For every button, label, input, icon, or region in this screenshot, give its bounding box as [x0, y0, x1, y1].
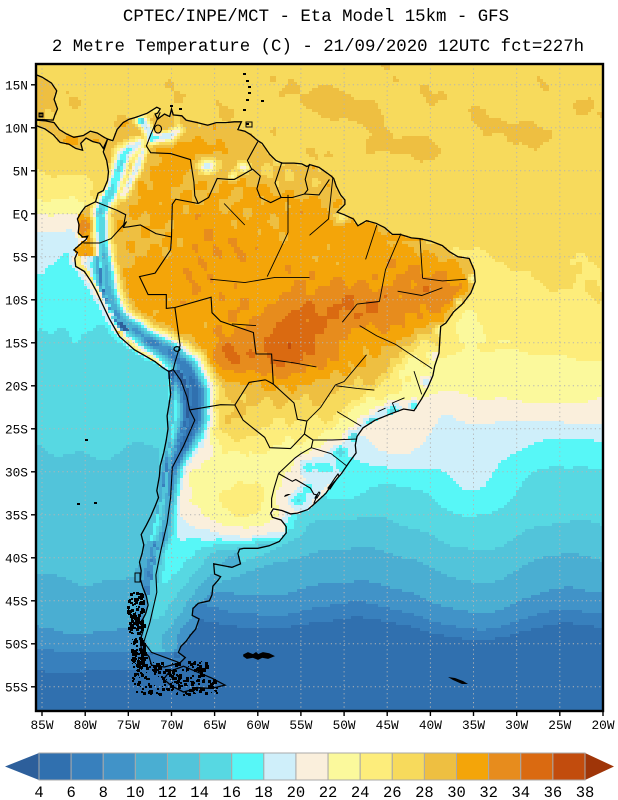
svg-text:45S: 45S: [5, 594, 28, 609]
svg-text:CPTEC/INPE/MCT - Eta Model 1: CPTEC/INPE/MCT - Eta Model 15km - GFS: [123, 8, 509, 27]
svg-text:22: 22: [319, 784, 338, 800]
svg-text:2 Metre Temperature (C) - 21/0: 2 Metre Temperature (C) - 21/09/2020 12U…: [52, 38, 584, 57]
svg-text:24: 24: [351, 784, 370, 800]
svg-text:55W: 55W: [289, 718, 312, 733]
svg-text:30: 30: [447, 784, 466, 800]
svg-text:30W: 30W: [505, 718, 528, 733]
svg-text:28: 28: [415, 784, 434, 800]
svg-text:18: 18: [255, 784, 274, 800]
svg-text:35S: 35S: [5, 508, 28, 523]
svg-text:55S: 55S: [5, 680, 28, 695]
svg-text:50W: 50W: [333, 718, 356, 733]
svg-text:40W: 40W: [419, 718, 442, 733]
svg-text:38: 38: [576, 784, 595, 800]
svg-text:40S: 40S: [5, 551, 28, 566]
svg-text:34: 34: [511, 784, 530, 800]
svg-text:85W: 85W: [30, 718, 53, 733]
svg-text:12: 12: [158, 784, 177, 800]
svg-text:20W: 20W: [591, 718, 614, 733]
svg-text:50S: 50S: [5, 637, 28, 652]
svg-text:80W: 80W: [74, 718, 97, 733]
svg-text:10: 10: [126, 784, 145, 800]
svg-text:6: 6: [66, 784, 75, 800]
svg-text:10N: 10N: [5, 121, 28, 136]
svg-text:20: 20: [287, 784, 306, 800]
svg-text:15N: 15N: [5, 78, 28, 93]
svg-text:25S: 25S: [5, 422, 28, 437]
svg-text:32: 32: [479, 784, 498, 800]
svg-text:14: 14: [190, 784, 209, 800]
svg-text:8: 8: [99, 784, 108, 800]
svg-text:70W: 70W: [160, 718, 183, 733]
svg-text:10S: 10S: [5, 293, 28, 308]
svg-text:15S: 15S: [5, 336, 28, 351]
svg-text:35W: 35W: [462, 718, 485, 733]
svg-text:45W: 45W: [376, 718, 399, 733]
svg-text:16: 16: [222, 784, 241, 800]
svg-text:4: 4: [34, 784, 43, 800]
svg-text:20S: 20S: [5, 379, 28, 394]
svg-text:65W: 65W: [203, 718, 226, 733]
svg-text:36: 36: [544, 784, 563, 800]
svg-text:30S: 30S: [5, 465, 28, 480]
svg-text:5S: 5S: [13, 250, 29, 265]
svg-text:26: 26: [383, 784, 402, 800]
svg-text:EQ: EQ: [13, 207, 29, 222]
svg-text:25W: 25W: [548, 718, 571, 733]
svg-text:75W: 75W: [117, 718, 140, 733]
svg-text:5N: 5N: [13, 164, 28, 179]
svg-text:60W: 60W: [246, 718, 269, 733]
